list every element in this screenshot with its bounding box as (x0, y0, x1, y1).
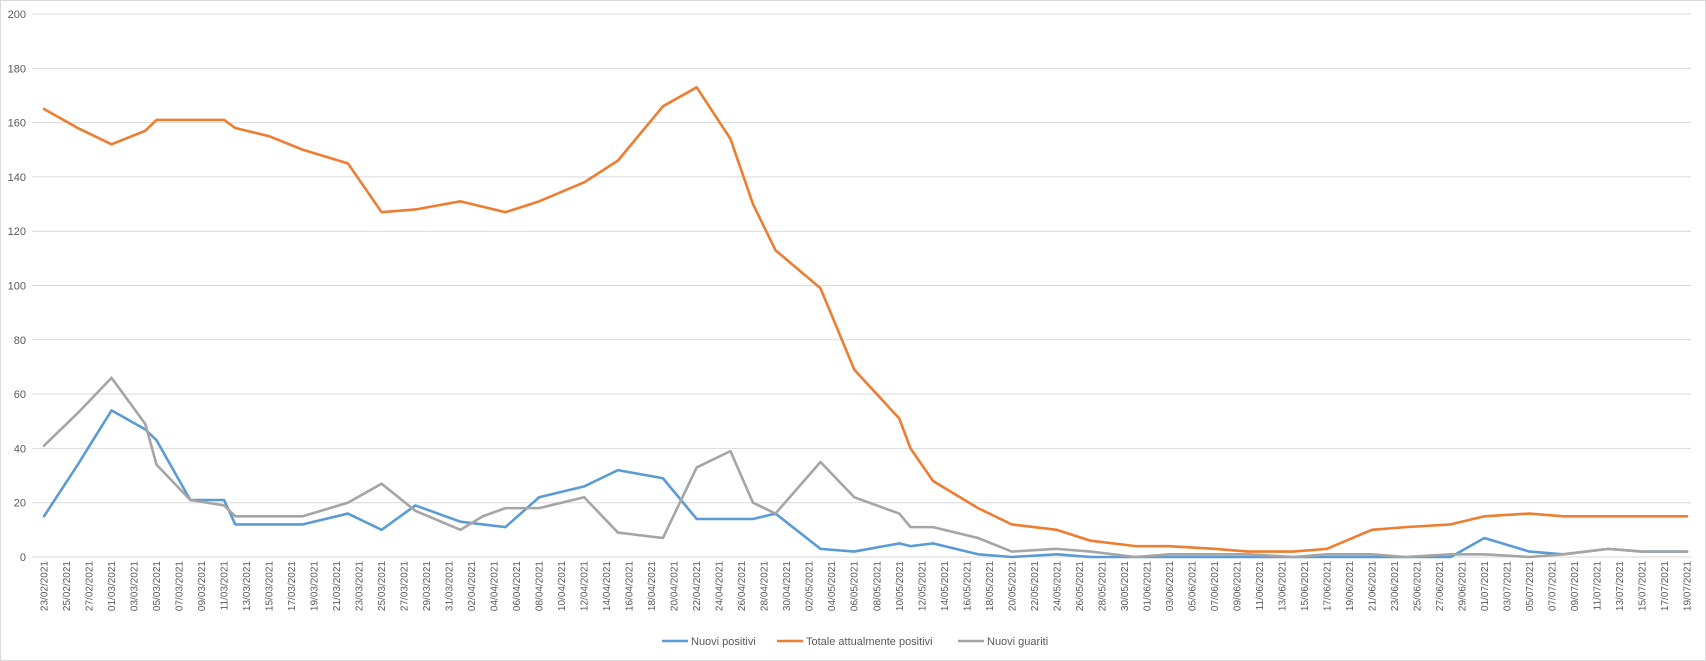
x-tick-label: 23/06/2021 (1390, 561, 1401, 611)
legend-label: Totale attualmente positivi (806, 636, 933, 648)
y-tick-label: 100 (8, 281, 26, 293)
x-tick-label: 15/03/2021 (265, 561, 276, 611)
x-tick-label: 09/06/2021 (1232, 561, 1243, 611)
x-tick-label: 27/03/2021 (400, 561, 411, 611)
x-tick-label: 30/04/2021 (782, 561, 793, 611)
x-tick-label: 11/03/2021 (220, 561, 231, 611)
x-tick-label: 31/03/2021 (445, 561, 456, 611)
x-tick-label: 02/05/2021 (805, 561, 816, 611)
x-tick-label: 16/05/2021 (962, 561, 973, 611)
x-tick-label: 27/02/2021 (85, 561, 96, 611)
y-tick-label: 120 (8, 226, 26, 238)
series-line-1 (42, 86, 1689, 553)
x-tick-label: 22/05/2021 (1030, 561, 1041, 611)
x-tick-label: 11/06/2021 (1255, 561, 1266, 611)
x-tick-label: 28/05/2021 (1097, 561, 1108, 611)
x-tick-label: 10/05/2021 (895, 561, 906, 611)
x-tick-label: 19/03/2021 (310, 561, 321, 611)
x-tick-label: 19/07/2021 (1683, 561, 1694, 611)
x-tick-label: 16/04/2021 (625, 561, 636, 611)
x-tick-label: 23/03/2021 (355, 561, 366, 611)
x-tick-label: 04/05/2021 (827, 561, 838, 611)
x-tick-label: 06/04/2021 (512, 561, 523, 611)
x-tick-label: 17/06/2021 (1322, 561, 1333, 611)
x-tick-label: 03/06/2021 (1165, 561, 1176, 611)
x-tick-label: 08/05/2021 (872, 561, 883, 611)
y-tick-label: 80 (14, 335, 26, 347)
x-tick-label: 25/03/2021 (377, 561, 388, 611)
x-tick-label: 18/05/2021 (985, 561, 996, 611)
x-tick-label: 29/06/2021 (1457, 561, 1468, 611)
x-tick-label: 11/07/2021 (1592, 561, 1603, 611)
x-tick-label: 02/04/2021 (467, 561, 478, 611)
x-tick-label: 07/07/2021 (1547, 561, 1558, 611)
series-lines (42, 86, 1689, 559)
x-tick-label: 17/03/2021 (287, 561, 298, 611)
y-tick-label: 180 (8, 63, 26, 75)
y-tick-label: 140 (8, 172, 26, 184)
y-axis-tick-labels: 0 20 40 60 80 100 120 140 160 180 200 (8, 9, 26, 564)
x-axis-tick-labels: 23/02/2021 25/02/2021 27/02/2021 01/03/2021… (40, 561, 1694, 611)
x-tick-label: 12/04/2021 (580, 561, 591, 611)
x-tick-label: 27/06/2021 (1435, 561, 1446, 611)
x-tick-label: 24/04/2021 (715, 561, 726, 611)
x-tick-label: 06/05/2021 (850, 561, 861, 611)
x-tick-label: 21/03/2021 (332, 561, 343, 611)
y-tick-label: 200 (8, 9, 26, 21)
x-tick-label: 18/04/2021 (647, 561, 658, 611)
x-tick-label: 26/04/2021 (737, 561, 748, 611)
series-line-2 (42, 376, 1689, 559)
x-tick-label: 12/05/2021 (917, 561, 928, 611)
x-tick-label: 01/07/2021 (1480, 561, 1491, 611)
x-tick-label: 25/02/2021 (62, 561, 73, 611)
y-tick-label: 40 (14, 443, 26, 455)
x-tick-label: 25/06/2021 (1412, 561, 1423, 611)
x-tick-label: 05/06/2021 (1187, 561, 1198, 611)
legend-label: Nuovi positivi (691, 636, 756, 648)
x-tick-label: 07/06/2021 (1210, 561, 1221, 611)
x-tick-label: 28/04/2021 (760, 561, 771, 611)
x-tick-label: 14/04/2021 (602, 561, 613, 611)
x-tick-label: 15/06/2021 (1300, 561, 1311, 611)
x-tick-label: 19/06/2021 (1345, 561, 1356, 611)
y-tick-label: 60 (14, 389, 26, 401)
x-tick-label: 17/07/2021 (1660, 561, 1671, 611)
x-tick-label: 20/04/2021 (670, 561, 681, 611)
x-tick-label: 04/04/2021 (490, 561, 501, 611)
y-tick-label: 160 (8, 118, 26, 130)
x-tick-label: 29/03/2021 (422, 561, 433, 611)
x-tick-label: 09/07/2021 (1570, 561, 1581, 611)
x-tick-label: 01/03/2021 (107, 561, 118, 611)
x-tick-label: 05/07/2021 (1525, 561, 1536, 611)
x-tick-label: 15/07/2021 (1637, 561, 1648, 611)
x-tick-label: 03/03/2021 (130, 561, 141, 611)
x-tick-label: 13/07/2021 (1615, 561, 1626, 611)
x-tick-label: 21/06/2021 (1367, 561, 1378, 611)
series-line-0 (42, 409, 1689, 559)
x-tick-label: 07/03/2021 (175, 561, 186, 611)
x-tick-label: 14/05/2021 (940, 561, 951, 611)
x-tick-label: 09/03/2021 (197, 561, 208, 611)
x-tick-label: 03/07/2021 (1502, 561, 1513, 611)
x-tick-label: 10/04/2021 (557, 561, 568, 611)
x-tick-label: 30/05/2021 (1120, 561, 1131, 611)
x-tick-label: 24/05/2021 (1052, 561, 1063, 611)
x-tick-label: 08/04/2021 (535, 561, 546, 611)
x-tick-label: 13/06/2021 (1277, 561, 1288, 611)
legend: Nuovi positivi Totale attualmente positiv… (662, 636, 1048, 648)
legend-label: Nuovi guariti (987, 636, 1048, 648)
y-tick-label: 20 (14, 498, 26, 510)
x-tick-label: 22/04/2021 (692, 561, 703, 611)
x-tick-label: 20/05/2021 (1007, 561, 1018, 611)
x-tick-label: 05/03/2021 (152, 561, 163, 611)
y-tick-label: 0 (20, 552, 26, 564)
x-tick-label: 26/05/2021 (1075, 561, 1086, 611)
x-tick-label: 01/06/2021 (1142, 561, 1153, 611)
x-tick-label: 23/02/2021 (40, 561, 51, 611)
x-tick-label: 13/03/2021 (242, 561, 253, 611)
